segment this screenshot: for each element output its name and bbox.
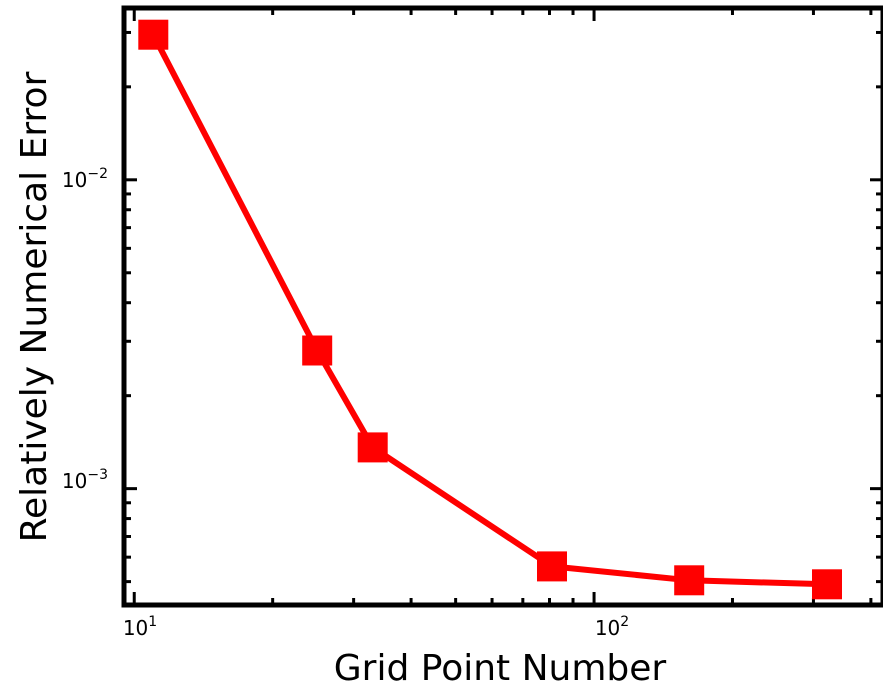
data-point-marker — [674, 565, 705, 596]
plot-frame — [121, 5, 883, 608]
x-tick-label-2: 102 — [595, 614, 629, 640]
data-point-marker — [812, 569, 842, 600]
series-line — [150, 31, 830, 588]
y-tick-label-1e-3: 10−3 — [62, 467, 108, 493]
data-point-marker — [302, 335, 333, 366]
x-axis-title: Grid Point Number — [334, 648, 667, 689]
data-point-marker — [357, 432, 388, 463]
y-axis-title: Relatively Numerical Error — [14, 71, 55, 542]
data-point-marker — [138, 19, 169, 50]
series-layer — [138, 19, 842, 600]
data-point-marker — [537, 551, 567, 582]
x-tick-label-1: 101 — [123, 614, 157, 640]
y-tick-label-1e-2: 10−2 — [62, 166, 108, 192]
major-tick-group — [124, 8, 883, 605]
minor-tick-group — [124, 8, 883, 605]
